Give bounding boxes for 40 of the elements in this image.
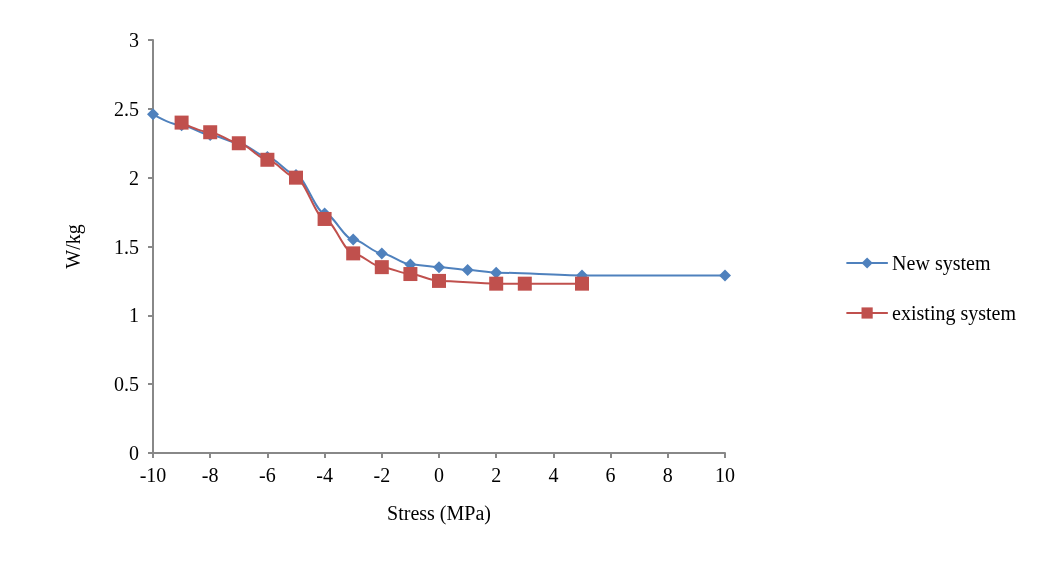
- point: [489, 276, 504, 291]
- x-tick-label: -4: [316, 464, 333, 486]
- y-tick-label: 0: [129, 442, 139, 464]
- y-tick-label: 0.5: [114, 373, 139, 396]
- point: [575, 276, 589, 291]
- x-tick-label: 2: [491, 464, 502, 486]
- point: [346, 246, 361, 261]
- point: [432, 273, 446, 288]
- point: [317, 211, 332, 226]
- point: [260, 152, 275, 167]
- point: [147, 108, 159, 121]
- x-tick-label: -2: [373, 464, 391, 486]
- point: [719, 269, 731, 282]
- y-axis-title: W/kg: [62, 224, 85, 269]
- x-tick-label: 0: [434, 464, 444, 486]
- x-axis-title: Stress (MPa): [387, 502, 491, 525]
- point: [375, 247, 388, 260]
- point: [461, 263, 474, 276]
- x-tick-label: -8: [201, 464, 219, 486]
- y-tick-label: 1.5: [114, 235, 139, 258]
- legend-label: New system: [892, 252, 991, 275]
- point: [289, 170, 303, 185]
- x-tick-label: -10: [139, 464, 167, 486]
- y-tick-label: 1: [129, 304, 139, 327]
- point: [403, 267, 418, 282]
- x-tick-label: 8: [662, 464, 673, 486]
- point: [374, 260, 389, 275]
- point: [517, 276, 532, 291]
- point: [433, 261, 445, 274]
- y-tick-label: 2: [129, 166, 139, 189]
- legend-label: existing system: [892, 302, 1017, 325]
- x-tick-label: -6: [259, 464, 276, 486]
- point: [347, 233, 360, 246]
- point: [203, 125, 218, 140]
- y-tick-label: 3: [129, 29, 139, 51]
- y-tick-label: 2.5: [114, 97, 139, 120]
- x-tick-label: 4: [548, 464, 559, 486]
- x-tick-label: 6: [605, 464, 616, 486]
- point: [174, 115, 189, 130]
- x-tick-label: 10: [715, 464, 735, 486]
